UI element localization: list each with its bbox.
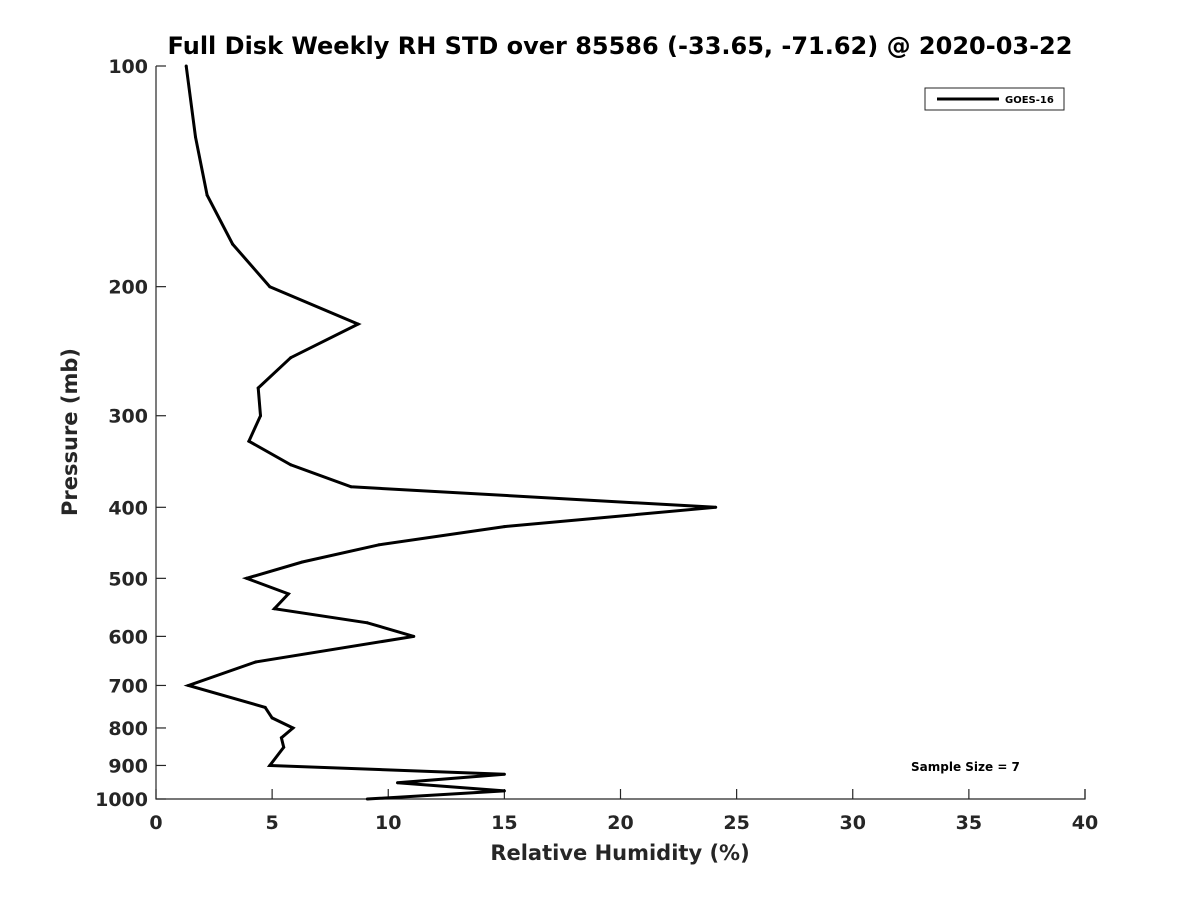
- data-point-goes-16: [270, 716, 274, 720]
- data-point-goes-16: [291, 726, 295, 730]
- data-point-goes-16: [259, 414, 262, 418]
- x-axis: 0 5 10 15 20 25 30 35 40: [149, 789, 1098, 834]
- y-tick-label: 1000: [95, 789, 148, 811]
- data-point-goes-16: [412, 634, 416, 638]
- x-axis-label: Relative Humidity (%): [490, 841, 749, 865]
- y-tick-label: 900: [108, 755, 148, 777]
- legend-label-goes-16: GOES-16: [1005, 95, 1054, 106]
- y-tick-label: 200: [108, 277, 148, 299]
- data-point-goes-16: [254, 660, 258, 664]
- data-point-goes-16: [396, 781, 399, 785]
- data-point-goes-16: [245, 576, 249, 580]
- x-tick-label: 40: [1072, 812, 1098, 834]
- data-point-goes-16: [205, 193, 209, 197]
- data-point-goes-16: [256, 386, 260, 390]
- data-point-goes-16: [502, 789, 506, 793]
- x-tick-label: 5: [266, 812, 279, 834]
- data-point-goes-16: [282, 745, 286, 749]
- y-tick-label: 400: [108, 497, 148, 519]
- data-point-goes-16: [268, 764, 272, 767]
- x-tick-label: 35: [956, 812, 982, 834]
- y-tick-label: 700: [108, 675, 148, 697]
- data-point-goes-16: [300, 560, 304, 564]
- data-point-goes-16: [377, 543, 381, 547]
- legend: GOES-16: [924, 87, 1065, 111]
- y-axis: 100 200 300 400 500 600 700 800 900 1000: [95, 56, 166, 811]
- data-point-goes-16: [184, 64, 188, 68]
- x-tick-label: 20: [607, 812, 633, 834]
- data-point-goes-16: [231, 242, 235, 246]
- data-point-goes-16: [502, 772, 506, 776]
- y-tick-label: 800: [108, 718, 148, 740]
- series-line-goes-16: [183, 65, 716, 801]
- plot-frame-axes: [155, 66, 1086, 800]
- data-point-goes-16: [194, 135, 197, 139]
- y-tick-label: 500: [108, 568, 148, 590]
- data-point-goes-16: [268, 285, 272, 289]
- data-point-goes-16: [247, 439, 251, 443]
- y-tick-label: 300: [108, 406, 148, 428]
- sample-size-annotation: Sample Size = 7: [911, 760, 1020, 774]
- y-tick-label: 100: [108, 56, 148, 78]
- data-point-goes-16: [365, 797, 369, 801]
- x-tick-label: 30: [840, 812, 866, 834]
- data-point-goes-16: [187, 684, 190, 687]
- x-tick-label: 10: [375, 812, 401, 834]
- x-tick-label: 15: [491, 812, 517, 834]
- series-layer: [183, 64, 718, 801]
- data-point-goes-16: [714, 505, 718, 509]
- data-point-goes-16: [356, 322, 360, 326]
- data-point-goes-16: [286, 592, 290, 596]
- data-point-goes-16: [289, 356, 293, 360]
- x-tick-label: 25: [723, 812, 749, 834]
- data-point-goes-16: [365, 621, 369, 625]
- chart-title: Full Disk Weekly RH STD over 85586 (-33.…: [168, 32, 1073, 60]
- y-axis-label: Pressure (mb): [58, 348, 82, 516]
- data-point-goes-16: [263, 705, 267, 709]
- y-tick-label: 600: [108, 626, 148, 648]
- data-point-goes-16: [349, 485, 353, 489]
- x-tick-label: 0: [149, 812, 162, 834]
- data-point-goes-16: [502, 525, 506, 529]
- data-point-goes-16: [289, 463, 293, 467]
- data-point-goes-16: [272, 607, 276, 611]
- data-point-goes-16: [279, 736, 283, 740]
